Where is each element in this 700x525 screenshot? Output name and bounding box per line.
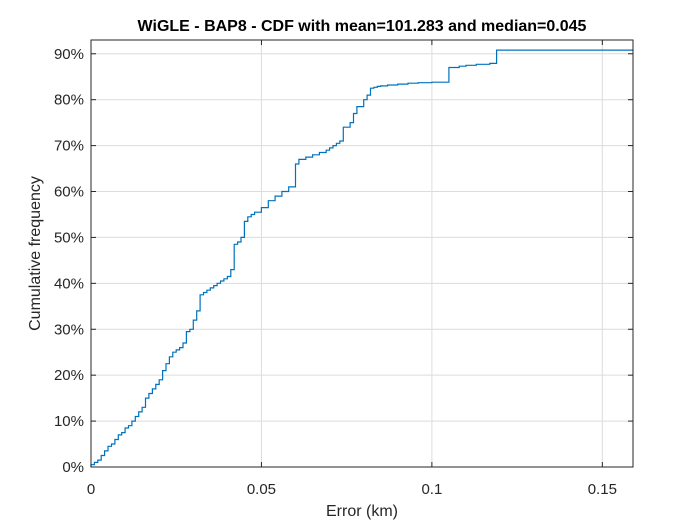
x-tick-label: 0.1 — [421, 481, 442, 498]
x-tick-label: 0.05 — [247, 481, 276, 498]
series-layer — [90, 49, 634, 467]
cdf-series-line — [90, 49, 634, 467]
y-tick-label: 10% — [54, 413, 84, 430]
y-tick-label: 90% — [54, 46, 84, 63]
y-tick-label: 70% — [54, 138, 84, 155]
axis-ticks: 0 0.05 0.1 0.15 0% 10% 20% 30% 40% 50% 60% 70% 80% 90… — [54, 40, 633, 498]
y-tick-label: 80% — [54, 92, 84, 109]
y-tick-label: 0% — [62, 459, 84, 476]
y-tick-label: 30% — [54, 321, 84, 338]
y-tick-label: 50% — [54, 229, 84, 246]
x-tick-label: 0.15 — [588, 481, 617, 498]
x-axis-label: Error (km) — [326, 503, 398, 520]
x-tick-label: 0 — [87, 481, 95, 498]
y-tick-label: 20% — [54, 367, 84, 384]
y-tick-label: 40% — [54, 275, 84, 292]
y-tick-label: 60% — [54, 184, 84, 201]
plot-background — [91, 40, 633, 467]
plot-frame — [90, 39, 634, 468]
chart-title: WiGLE - BAP8 - CDF with mean=101.283 and… — [138, 18, 587, 35]
y-axis-label: Cumulative frequency — [27, 176, 44, 331]
